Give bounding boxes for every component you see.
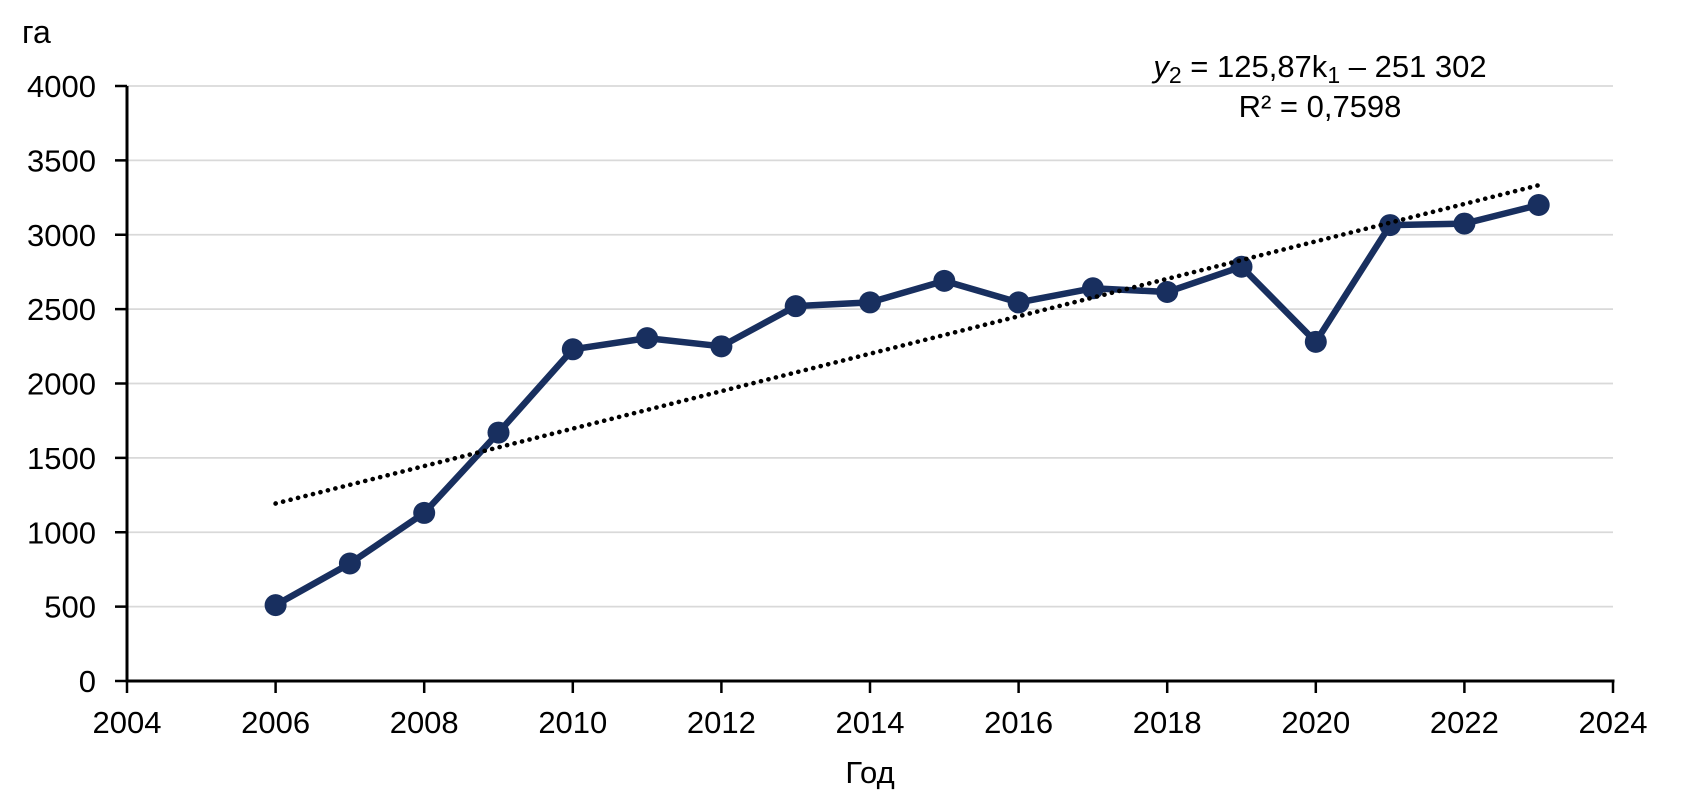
x-tick-label-2022: 2022 — [1430, 705, 1499, 740]
data-point-2008 — [413, 501, 436, 524]
x-tick-label-2014: 2014 — [836, 705, 905, 740]
x-tick-label-2008: 2008 — [390, 705, 459, 740]
x-tick-label-2020: 2020 — [1281, 705, 1350, 740]
data-point-2007 — [338, 552, 361, 575]
x-tick-label-2006: 2006 — [241, 705, 310, 740]
data-point-2020 — [1304, 330, 1327, 353]
trendline-dotted — [273, 182, 1541, 506]
equation-body: = 125,87k — [1181, 49, 1328, 84]
y-tick-label-3500: 3500 — [27, 143, 96, 178]
y-tick-label-2500: 2500 — [27, 292, 96, 327]
y-tick-label-4000: 4000 — [27, 69, 96, 104]
data-point-2014 — [859, 291, 881, 314]
x-tick-label-2018: 2018 — [1133, 705, 1202, 740]
data-point-2016 — [1007, 291, 1030, 314]
data-point-2015 — [933, 269, 956, 292]
data-point-2013 — [784, 295, 807, 318]
x-tick-label-2010: 2010 — [538, 705, 607, 740]
data-point-2006 — [264, 594, 287, 617]
y-tick-label-0: 0 — [79, 664, 96, 699]
trendline-equation-line1: y2 = 125,87k1 – 251 302 — [1075, 47, 1565, 87]
trendline-equation: y2 = 125,87k1 – 251 302 R² = 0,7598 — [1075, 47, 1565, 127]
data-point-2019 — [1230, 255, 1253, 278]
data-point-2009 — [487, 421, 510, 444]
equation-k-subscript: 1 — [1327, 62, 1341, 88]
data-point-2022 — [1453, 212, 1476, 235]
equation-variable-subscript: 2 — [1168, 62, 1182, 88]
r-squared-label: R² = 0,7598 — [1238, 89, 1402, 124]
equation-tail: – 251 302 — [1340, 49, 1487, 84]
x-axis-title: Год — [845, 755, 895, 790]
data-point-2010 — [561, 338, 584, 361]
x-tick-label-2004: 2004 — [93, 705, 162, 740]
data-point-2023 — [1527, 194, 1550, 216]
data-point-2018 — [1156, 281, 1179, 304]
y-tick-label-3000: 3000 — [27, 218, 96, 253]
y-tick-label-1500: 1500 — [27, 441, 96, 476]
y-tick-label-500: 500 — [44, 590, 96, 625]
data-point-2017 — [1081, 277, 1104, 300]
x-tick-label-2024: 2024 — [1579, 705, 1648, 740]
series-line — [272, 201, 1542, 609]
y-tick-label-1000: 1000 — [27, 515, 96, 550]
x-tick-label-2016: 2016 — [984, 705, 1053, 740]
y-axis-title: га — [22, 14, 51, 50]
data-point-2012 — [710, 335, 733, 358]
data-point-2011 — [636, 327, 659, 350]
equation-variable: y — [1153, 49, 1169, 84]
x-tick-label-2012: 2012 — [687, 705, 756, 740]
y-tick-label-2000: 2000 — [27, 367, 96, 402]
